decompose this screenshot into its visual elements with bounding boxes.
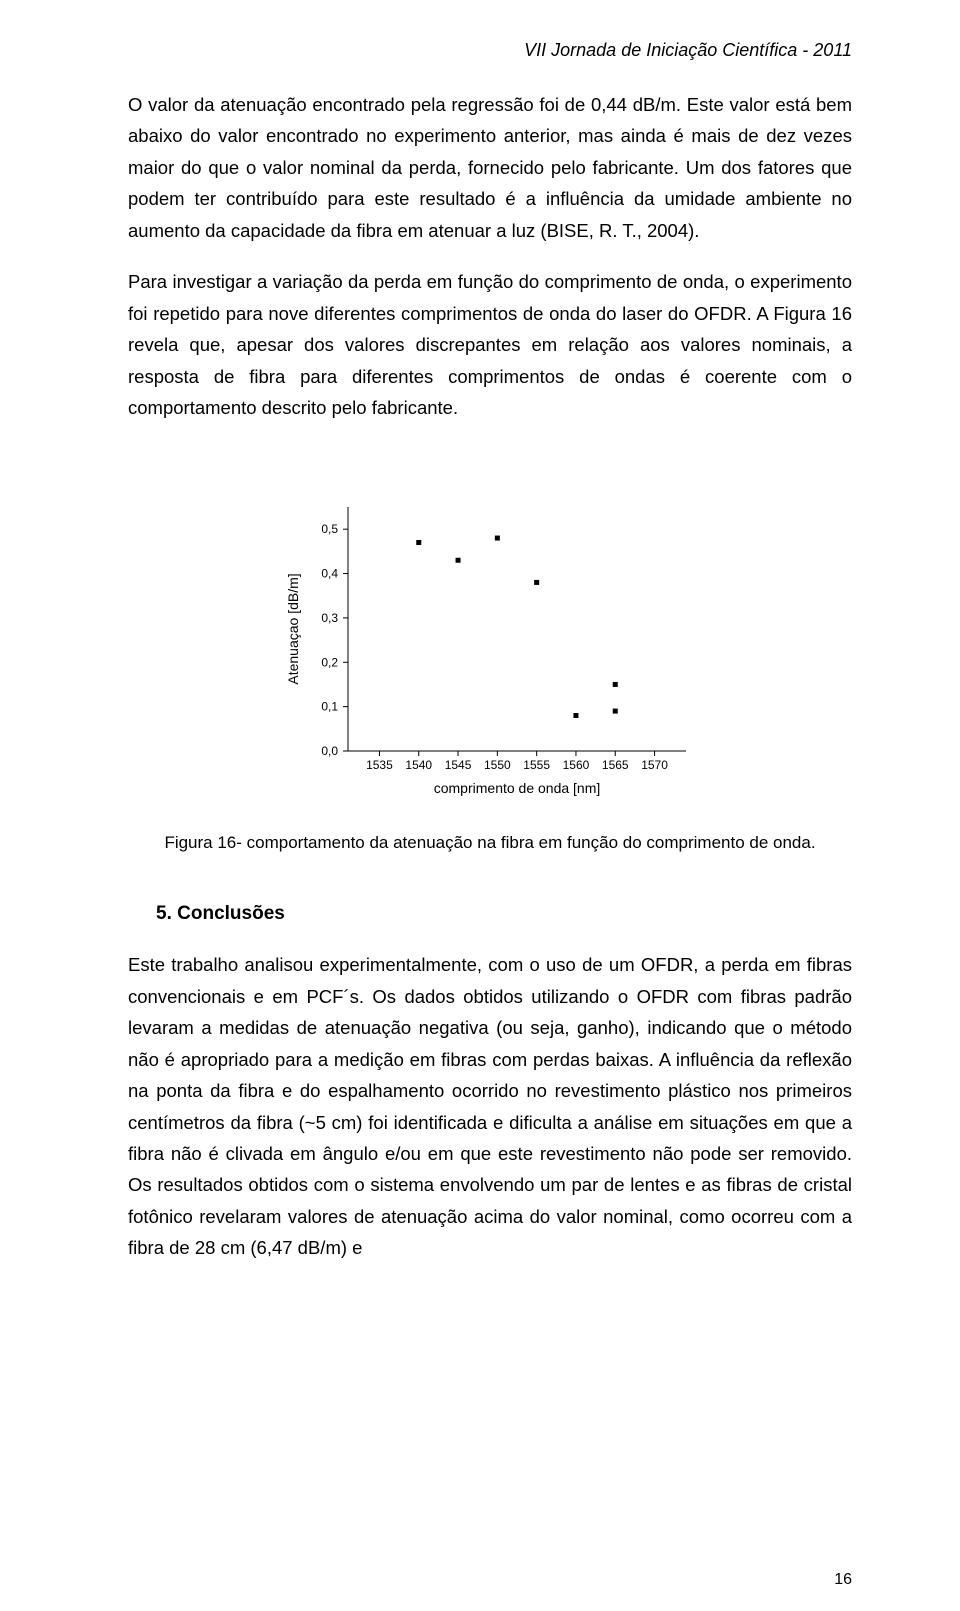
svg-text:0,5: 0,5 [321, 523, 338, 537]
svg-text:1555: 1555 [523, 758, 550, 772]
svg-text:0,4: 0,4 [321, 567, 338, 581]
scatter-chart: 1535 1540 1545 1550 1555 1560 1565 1570 0,0 0,1 0,… [280, 493, 700, 803]
svg-text:0,2: 0,2 [321, 656, 338, 670]
section-title-text: Conclusões [177, 903, 285, 924]
svg-text:1535: 1535 [366, 758, 393, 772]
svg-text:1565: 1565 [602, 758, 629, 772]
svg-text:Atenuaçao [dB/m]: Atenuaçao [dB/m] [285, 574, 301, 685]
svg-text:1550: 1550 [484, 758, 511, 772]
page-header: VII Jornada de Iniciação Científica - 20… [128, 40, 852, 61]
figure-caption: Figura 16- comportamento da atenuação na… [128, 833, 852, 853]
paragraph-3: Este trabalho analisou experimentalmente… [128, 949, 852, 1263]
svg-text:0,1: 0,1 [321, 700, 338, 714]
section-number: 5. [156, 903, 172, 924]
paragraph-2: Para investigar a variação da perda em f… [128, 266, 852, 423]
svg-text:1570: 1570 [641, 758, 668, 772]
svg-text:comprimento de onda [nm]: comprimento de onda [nm] [434, 780, 601, 796]
paragraph-1: O valor da atenuação encontrado pela reg… [128, 89, 852, 246]
svg-text:1545: 1545 [445, 758, 472, 772]
svg-text:1540: 1540 [405, 758, 432, 772]
page-number: 16 [834, 1571, 852, 1589]
svg-text:0,3: 0,3 [321, 611, 338, 625]
section-heading: 5. Conclusões [156, 903, 852, 925]
figure-16: 1535 1540 1545 1550 1555 1560 1565 1570 0,0 0,1 0,… [128, 493, 852, 803]
svg-text:0,0: 0,0 [321, 744, 338, 758]
svg-text:1560: 1560 [563, 758, 590, 772]
